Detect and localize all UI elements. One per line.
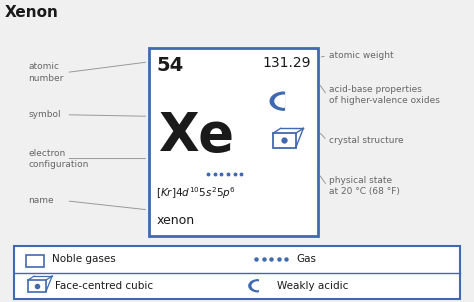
- Text: 54: 54: [156, 56, 183, 75]
- Bar: [28, 280, 46, 291]
- Text: Weakly acidic: Weakly acidic: [277, 281, 349, 291]
- Wedge shape: [270, 92, 284, 110]
- Text: name: name: [28, 196, 54, 205]
- Text: 131.29: 131.29: [262, 56, 310, 70]
- Bar: [14, 246, 460, 299]
- Text: Xenon: Xenon: [5, 5, 59, 20]
- Bar: [273, 133, 296, 148]
- Bar: [149, 48, 318, 236]
- Bar: [26, 255, 44, 267]
- Text: $[Kr]4d^{10}5s^{2}5p^{6}$: $[Kr]4d^{10}5s^{2}5p^{6}$: [156, 185, 237, 201]
- Text: physical state
at 20 °C (68 °F): physical state at 20 °C (68 °F): [329, 176, 401, 196]
- Text: Face-centred cubic: Face-centred cubic: [55, 281, 153, 291]
- Text: xenon: xenon: [156, 214, 194, 226]
- Text: symbol: symbol: [28, 110, 61, 119]
- Text: atomic weight: atomic weight: [329, 51, 394, 60]
- Text: Xe: Xe: [159, 110, 234, 162]
- Text: electron
configuration: electron configuration: [28, 149, 89, 169]
- Wedge shape: [252, 282, 258, 290]
- Wedge shape: [275, 95, 284, 107]
- Text: atomic
number: atomic number: [28, 63, 64, 82]
- Text: Noble gases: Noble gases: [52, 254, 116, 264]
- Wedge shape: [249, 280, 258, 292]
- Text: acid-base properties
of higher-valence oxides: acid-base properties of higher-valence o…: [329, 85, 440, 105]
- Text: Gas: Gas: [296, 254, 316, 264]
- Text: crystal structure: crystal structure: [329, 136, 404, 145]
